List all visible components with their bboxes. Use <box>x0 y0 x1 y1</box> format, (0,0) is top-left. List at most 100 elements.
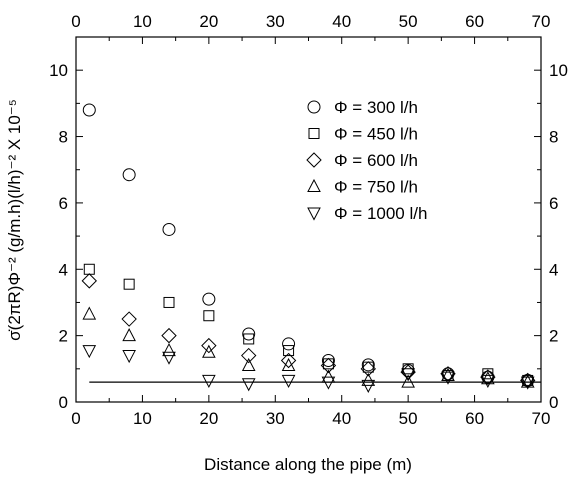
point-s3-11 <box>520 374 535 388</box>
x-tick-label-1: 10 <box>133 409 152 428</box>
point-s0-6 <box>321 354 335 368</box>
point-s2-4 <box>241 347 257 364</box>
point-s2-7 <box>360 361 376 377</box>
point-s1-6 <box>322 358 334 370</box>
series-0 <box>82 103 535 387</box>
legend-label-4: Φ = 1000 l/h <box>334 204 427 223</box>
top-tick-label-0: 0 <box>71 12 80 31</box>
point-s2-1 <box>121 311 137 327</box>
point-s4-3 <box>202 374 216 389</box>
right-tick-label-3: 6 <box>549 194 558 213</box>
top-tick-labels: 0 10 20 30 40 50 60 70 <box>71 12 550 31</box>
point-s0-10 <box>481 370 495 384</box>
point-s3-2 <box>162 342 176 357</box>
plot-frame <box>75 36 542 403</box>
point-s0-7 <box>361 358 375 372</box>
point-s3-3 <box>202 344 216 358</box>
point-s0-5 <box>282 337 296 351</box>
x-tick-label-7: 70 <box>532 409 551 428</box>
point-s4-10 <box>481 374 495 389</box>
point-s2-0 <box>81 273 97 289</box>
x-tick-label-3: 30 <box>266 409 285 428</box>
series-2 <box>81 273 536 389</box>
legend-label-1: Φ = 450 l/h <box>334 125 418 144</box>
point-s1-4 <box>243 333 255 345</box>
point-s3-6 <box>321 369 336 383</box>
series-4 <box>82 345 535 393</box>
legend-label-0: Φ = 300 l/h <box>334 98 418 117</box>
point-s4-1 <box>122 350 136 364</box>
y-tick-label-0: 0 <box>59 393 68 412</box>
point-s1-3 <box>203 310 215 322</box>
y-tick-label-1: 2 <box>59 327 68 346</box>
point-s3-5 <box>281 357 296 371</box>
axis-ticks <box>75 36 542 403</box>
point-s1-0 <box>83 263 95 275</box>
legend-label-2: Φ = 600 l/h <box>334 151 418 170</box>
point-s3-0 <box>82 306 97 320</box>
data-points <box>81 103 536 393</box>
y-axis-label: σ̇(2πR)Φ⁻² (g/m.h)(l/h)⁻² X 10⁻⁵ <box>5 99 24 341</box>
right-tick-labels: 0 2 4 6 8 10 <box>549 61 568 412</box>
legend-label-3: Φ = 750 l/h <box>334 178 418 197</box>
x-tick-label-0: 0 <box>71 409 80 428</box>
point-s4-0 <box>82 345 97 359</box>
point-s0-4 <box>242 327 256 341</box>
point-s3-9 <box>441 367 455 381</box>
top-tick-label-5: 50 <box>399 12 418 31</box>
legend: Φ = 300 l/h Φ = 450 l/h Φ = 600 l/h Φ = 750… <box>306 98 427 223</box>
x-tick-label-4: 40 <box>332 409 351 428</box>
series-1 <box>83 263 534 386</box>
point-s4-5 <box>281 374 296 389</box>
top-tick-label-1: 10 <box>133 12 152 31</box>
top-tick-label-3: 30 <box>266 12 285 31</box>
point-s3-7 <box>361 372 376 386</box>
point-s3-10 <box>481 371 495 385</box>
x-tick-label-5: 50 <box>399 409 418 428</box>
x-tick-labels: 0 10 20 30 40 50 60 70 <box>71 409 550 428</box>
point-s4-2 <box>162 351 176 365</box>
point-s1-10 <box>482 368 494 380</box>
y-tick-label-2: 4 <box>59 260 68 279</box>
top-tick-label-2: 20 <box>199 12 218 31</box>
point-s4-6 <box>321 376 336 390</box>
y-tick-label-4: 8 <box>59 128 68 147</box>
legend-marker-0 <box>307 100 321 114</box>
point-s4-9 <box>441 371 455 385</box>
x-tick-label-6: 60 <box>465 409 484 428</box>
point-s3-4 <box>241 357 256 371</box>
point-s4-8 <box>401 368 415 382</box>
legend-marker-1 <box>308 128 320 139</box>
top-tick-label-6: 60 <box>465 12 484 31</box>
point-s4-4 <box>241 378 256 392</box>
top-tick-label-4: 40 <box>332 12 351 31</box>
point-s2-6 <box>320 357 337 374</box>
legend-marker-3 <box>307 178 321 192</box>
point-s4-11 <box>520 376 535 390</box>
point-s1-2 <box>163 296 175 308</box>
top-tick-label-7: 70 <box>532 12 551 31</box>
point-s1-5 <box>283 345 295 357</box>
x-axis-label: Distance along the pipe (m) <box>204 455 412 474</box>
point-s4-7 <box>361 379 376 393</box>
point-s0-0 <box>82 103 96 117</box>
point-s2-3 <box>201 337 217 354</box>
point-s3-1 <box>122 328 136 342</box>
right-tick-label-5: 10 <box>549 61 568 80</box>
point-s1-1 <box>123 278 135 290</box>
point-s2-5 <box>280 352 297 369</box>
y-tick-labels: 0 2 4 6 8 10 <box>49 61 68 412</box>
right-tick-label-0: 0 <box>549 393 558 412</box>
right-tick-label-2: 4 <box>549 260 558 279</box>
point-s0-2 <box>162 222 176 236</box>
point-s0-1 <box>122 168 136 182</box>
point-s0-11 <box>521 373 535 387</box>
point-s2-8 <box>400 364 416 380</box>
point-s0-9 <box>441 367 455 381</box>
legend-marker-4 <box>307 207 321 221</box>
right-tick-label-1: 2 <box>549 327 558 346</box>
y-tick-label-3: 6 <box>59 194 68 213</box>
right-tick-label-4: 8 <box>549 128 558 147</box>
point-s0-3 <box>202 292 216 306</box>
